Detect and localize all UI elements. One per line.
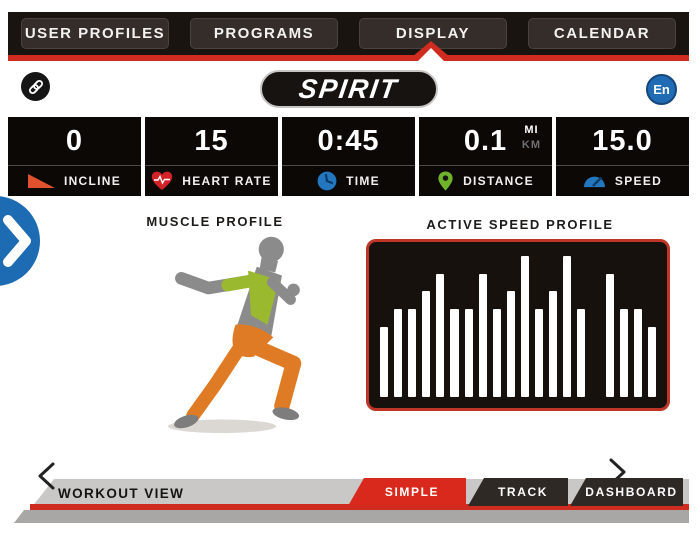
speed-bar — [619, 308, 628, 397]
heart-icon — [152, 171, 173, 190]
distance-tile: 0.1 MI KM DISTANCE — [419, 117, 552, 196]
incline-tile: 0 INCLINE — [8, 117, 141, 196]
language-button[interactable]: En — [646, 74, 677, 105]
tab-simple[interactable]: SIMPLE — [348, 478, 466, 506]
incline-label: INCLINE — [63, 174, 122, 188]
top-navbar: USER PROFILES PROGRAMS DISPLAY CALENDAR — [8, 12, 689, 55]
metrics-row: 0 INCLINE 15 HEART RATE 0:45 — [8, 117, 689, 196]
speed-bar — [577, 308, 586, 397]
runner-figure — [167, 236, 302, 434]
speed-bar — [422, 291, 431, 397]
active-tab-notch-inner — [417, 48, 445, 62]
prev-view-arrow-icon[interactable] — [36, 461, 56, 491]
spirit-logo: SPIRIT — [259, 70, 438, 108]
workout-view-label: WORKOUT VIEW — [58, 486, 185, 501]
muscle-profile-title: MUSCLE PROFILE — [146, 214, 284, 229]
speed-tile: 15.0 SPEED — [556, 117, 689, 196]
speed-bar — [506, 291, 515, 397]
link-button[interactable] — [21, 72, 50, 101]
bottom-strip — [14, 510, 689, 523]
speed-bar — [492, 308, 501, 397]
speed-bar — [478, 273, 487, 397]
location-pin-icon — [438, 171, 453, 191]
speed-bar — [563, 256, 572, 397]
speed-bar — [450, 308, 459, 397]
accent-divider-bottom — [30, 504, 689, 510]
speed-bar — [647, 326, 656, 397]
speed-label: SPEED — [614, 174, 663, 188]
link-icon — [28, 79, 43, 94]
speed-bar — [464, 308, 473, 397]
speed-profile-chart — [366, 239, 670, 411]
time-tile: 0:45 TIME — [282, 117, 415, 196]
heart-rate-tile: 15 HEART RATE — [145, 117, 278, 196]
brand-text: SPIRIT — [296, 73, 401, 104]
accent-divider — [8, 55, 689, 61]
clock-icon — [317, 171, 337, 191]
unit-km: KM — [521, 139, 541, 151]
nav-user-profiles-button[interactable]: USER PROFILES — [21, 18, 169, 49]
language-label: En — [653, 82, 670, 97]
chevron-right-icon — [3, 215, 31, 267]
speed-profile-title: ACTIVE SPEED PROFILE — [426, 217, 614, 232]
incline-value: 0 — [65, 124, 84, 157]
speed-bar — [436, 273, 445, 397]
tab-dashboard[interactable]: DASHBOARD — [570, 478, 683, 506]
speed-profile-bars — [380, 256, 656, 397]
distance-units: MI KM — [522, 123, 541, 153]
tab-track[interactable]: TRACK — [468, 478, 568, 506]
speed-bar — [520, 256, 530, 397]
speed-bar — [380, 326, 389, 397]
heart-rate-label: HEART RATE — [182, 174, 272, 188]
time-label: TIME — [346, 174, 380, 188]
speedometer-icon — [583, 176, 605, 188]
distance-label: DISTANCE — [463, 174, 534, 188]
incline-icon — [27, 174, 55, 188]
speed-bar — [535, 308, 544, 397]
speed-value: 15.0 — [592, 124, 653, 157]
side-panel-button[interactable] — [0, 196, 40, 286]
nav-programs-button[interactable]: PROGRAMS — [190, 18, 338, 49]
speed-bar — [633, 308, 642, 397]
speed-bar — [605, 273, 614, 397]
unit-mi: MI — [524, 124, 539, 136]
speed-bar — [408, 308, 417, 397]
time-value: 0:45 — [317, 124, 380, 157]
speed-bar — [394, 308, 403, 397]
heart-rate-value: 15 — [194, 124, 229, 157]
distance-value: 0.1 — [463, 124, 508, 157]
nav-calendar-button[interactable]: CALENDAR — [528, 18, 676, 49]
speed-bar — [549, 291, 558, 397]
